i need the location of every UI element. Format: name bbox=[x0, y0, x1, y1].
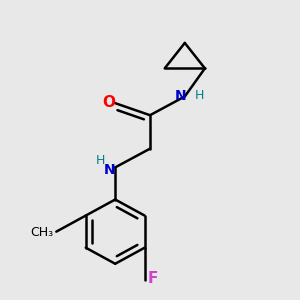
Text: H: H bbox=[195, 88, 204, 102]
Text: O: O bbox=[102, 95, 115, 110]
Text: H: H bbox=[96, 154, 105, 167]
Text: CH₃: CH₃ bbox=[31, 226, 54, 239]
Text: N: N bbox=[104, 163, 116, 177]
Text: F: F bbox=[147, 271, 158, 286]
Text: N: N bbox=[175, 89, 187, 103]
